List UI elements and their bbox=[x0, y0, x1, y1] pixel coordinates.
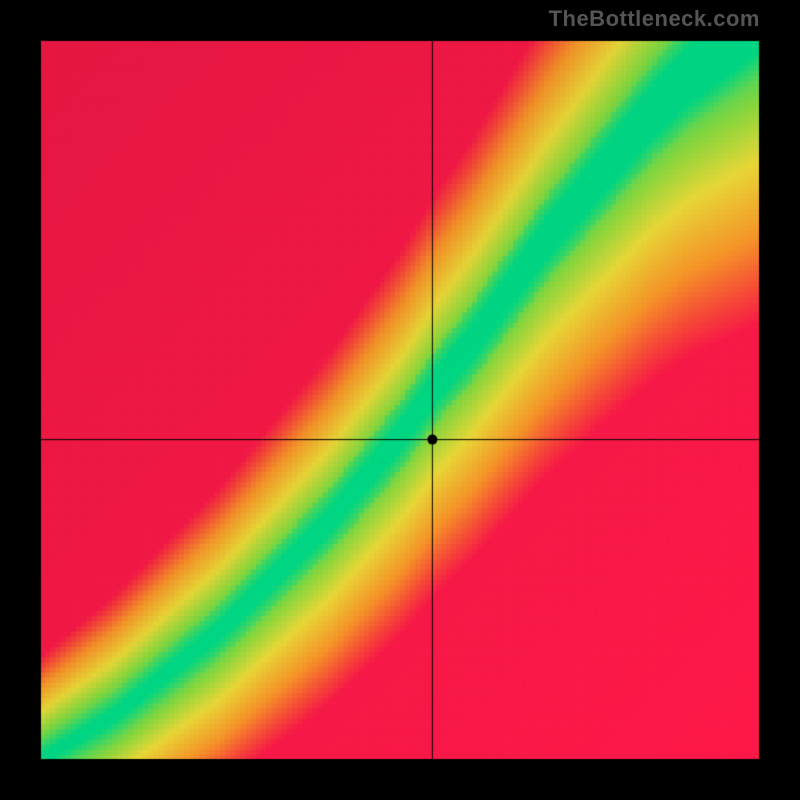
bottleneck-heatmap bbox=[40, 40, 760, 760]
chart-container: { "watermark": { "text": "TheBottleneck.… bbox=[0, 0, 800, 800]
watermark-text: TheBottleneck.com bbox=[549, 6, 760, 32]
